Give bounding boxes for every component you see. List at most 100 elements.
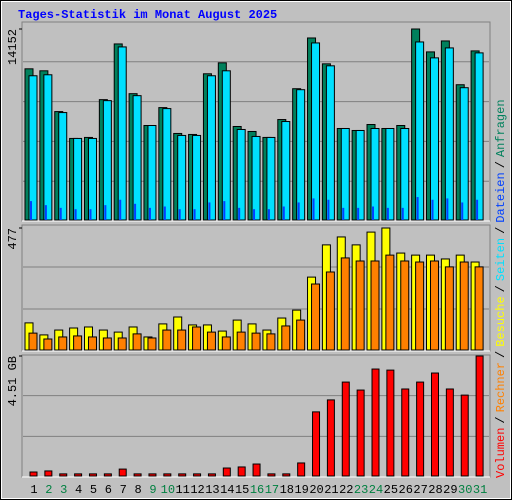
y-tick-label: 4.51 GB bbox=[6, 356, 20, 406]
legend: Volumen / Rechner / Besuche / Seiten / Dateien / A… bbox=[494, 99, 508, 478]
bar bbox=[119, 199, 122, 220]
legend-entry: Seiten bbox=[494, 238, 508, 281]
bar bbox=[59, 207, 62, 220]
bar bbox=[43, 338, 53, 351]
bar bbox=[147, 124, 157, 221]
legend-separator: / bbox=[494, 227, 508, 234]
bar bbox=[461, 202, 464, 220]
bar bbox=[267, 473, 276, 477]
bar bbox=[207, 473, 216, 477]
bar bbox=[178, 473, 187, 477]
x-tick-label: 4 bbox=[75, 483, 82, 497]
bar bbox=[281, 121, 291, 221]
bar bbox=[312, 198, 315, 220]
bar bbox=[223, 201, 226, 220]
bar bbox=[44, 470, 53, 477]
bar bbox=[162, 329, 172, 351]
bar bbox=[193, 473, 202, 477]
x-tick-label: 23 bbox=[354, 483, 368, 497]
bar bbox=[132, 95, 142, 221]
legend-separator: / bbox=[494, 161, 508, 168]
bar bbox=[236, 331, 246, 351]
bar bbox=[282, 473, 291, 477]
bar bbox=[178, 209, 181, 220]
x-tick-label: 14 bbox=[220, 483, 234, 497]
bar bbox=[460, 394, 469, 477]
bar bbox=[311, 42, 321, 221]
bar bbox=[43, 74, 53, 221]
x-tick-label: 31 bbox=[473, 483, 487, 497]
bar bbox=[30, 201, 32, 220]
bar bbox=[372, 206, 375, 220]
bar bbox=[416, 381, 425, 477]
bar bbox=[102, 100, 112, 221]
legend-entry: Rechner bbox=[494, 362, 508, 412]
y-tick-label: 14152 bbox=[6, 29, 20, 65]
bar bbox=[103, 473, 112, 477]
legend-entry: Besuche bbox=[494, 296, 508, 346]
bar bbox=[281, 325, 291, 351]
bar bbox=[386, 369, 395, 477]
bar bbox=[282, 206, 285, 220]
x-tick-label: 15 bbox=[235, 483, 249, 497]
bar bbox=[474, 52, 484, 221]
bar bbox=[429, 260, 439, 351]
bar bbox=[58, 336, 68, 351]
bar bbox=[476, 199, 479, 220]
bar bbox=[474, 266, 484, 351]
bar bbox=[206, 75, 216, 221]
bar bbox=[459, 261, 469, 351]
bar bbox=[148, 473, 157, 477]
bar bbox=[117, 337, 127, 351]
bar bbox=[222, 467, 231, 477]
bar bbox=[444, 266, 454, 351]
bar bbox=[117, 46, 127, 221]
bar bbox=[177, 134, 187, 221]
x-tick-label: 1 bbox=[30, 483, 37, 497]
x-tick-label: 30 bbox=[458, 483, 472, 497]
bar bbox=[325, 65, 335, 221]
bar bbox=[237, 466, 246, 477]
x-tick-label: 11 bbox=[175, 483, 189, 497]
bar bbox=[148, 207, 151, 220]
legend-entry: Volumen bbox=[494, 428, 508, 478]
bar bbox=[297, 202, 300, 220]
x-tick-label: 25 bbox=[384, 483, 398, 497]
bar bbox=[266, 333, 276, 351]
bar bbox=[87, 336, 97, 351]
x-tick-label: 27 bbox=[413, 483, 427, 497]
bar bbox=[251, 135, 261, 221]
bar bbox=[253, 209, 256, 220]
x-tick-label: 6 bbox=[105, 483, 112, 497]
bar bbox=[296, 89, 306, 221]
bar bbox=[44, 205, 47, 220]
bar bbox=[400, 127, 410, 221]
bar bbox=[415, 41, 425, 221]
x-tick-label: 9 bbox=[149, 483, 156, 497]
bar bbox=[430, 372, 439, 477]
bar bbox=[297, 462, 306, 477]
legend-entry: Anfragen bbox=[494, 99, 508, 157]
x-tick-label: 26 bbox=[399, 483, 413, 497]
x-tick-label: 19 bbox=[294, 483, 308, 497]
bar bbox=[206, 331, 216, 351]
x-tick-label: 2 bbox=[45, 483, 52, 497]
legend-entry: Dateien bbox=[494, 172, 508, 222]
bar bbox=[192, 134, 202, 221]
bar bbox=[400, 260, 410, 351]
bar bbox=[58, 112, 68, 221]
bar bbox=[401, 388, 410, 477]
bar bbox=[459, 87, 469, 221]
bar bbox=[118, 468, 127, 477]
bar bbox=[208, 202, 211, 220]
bar bbox=[312, 411, 321, 477]
bar bbox=[401, 207, 404, 220]
bar bbox=[252, 463, 261, 477]
bar bbox=[104, 205, 107, 220]
bar bbox=[475, 355, 484, 477]
bar bbox=[415, 261, 425, 351]
bar bbox=[342, 207, 345, 220]
x-tick-label: 3 bbox=[60, 483, 67, 497]
bar bbox=[296, 319, 306, 351]
